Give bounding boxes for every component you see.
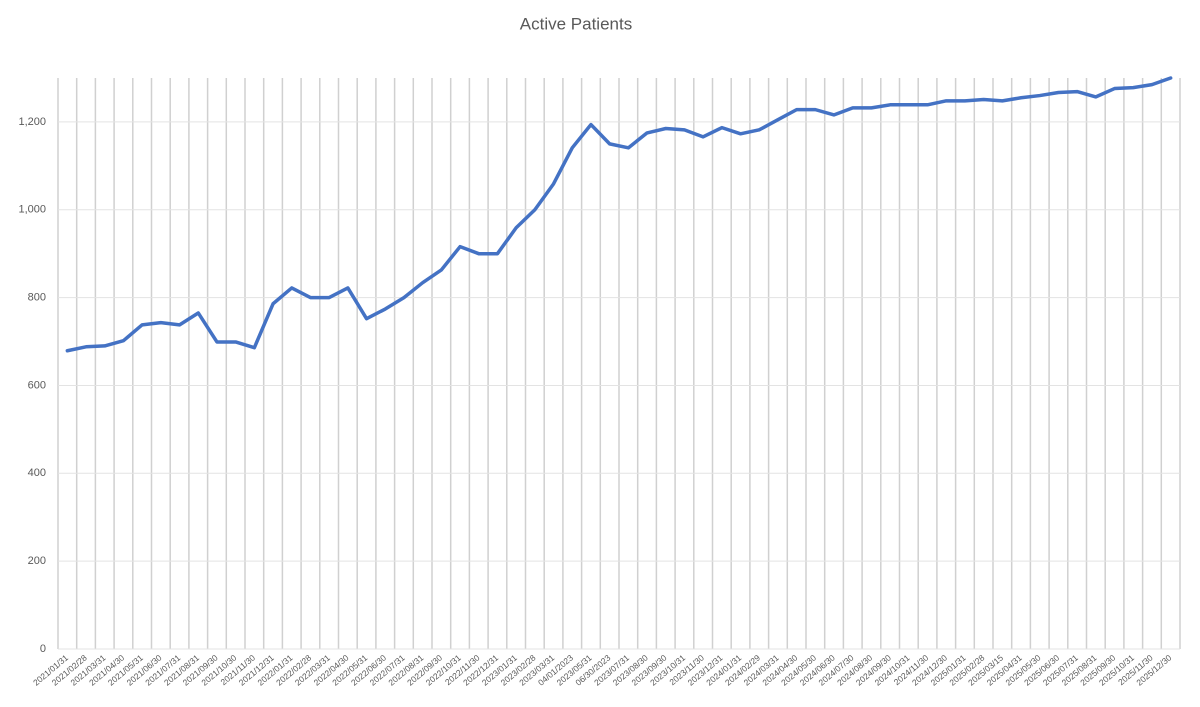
y-tick-label: 400 bbox=[28, 467, 46, 479]
y-tick-label: 1,200 bbox=[18, 116, 46, 128]
y-tick-label: 800 bbox=[28, 292, 46, 304]
data-line bbox=[65, 76, 1173, 353]
chart-title: Active Patients bbox=[520, 14, 632, 33]
y-tick-label: 600 bbox=[28, 379, 46, 391]
y-tick-label: 200 bbox=[28, 555, 46, 567]
y-tick-label: 0 bbox=[40, 643, 46, 655]
y-tick-label: 1,000 bbox=[18, 204, 46, 216]
